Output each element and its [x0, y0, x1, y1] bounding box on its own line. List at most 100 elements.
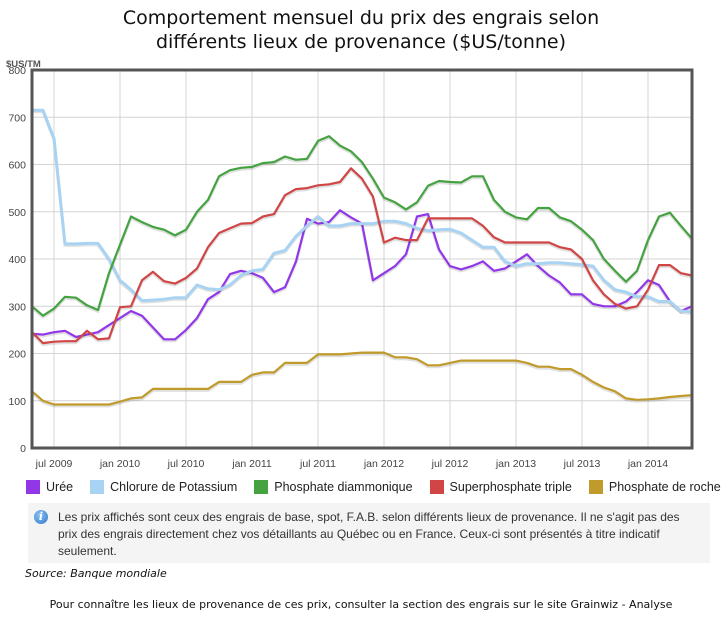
data-point[interactable] — [228, 272, 232, 276]
data-point[interactable] — [668, 395, 672, 399]
legend-item-uree[interactable]: Urée — [26, 480, 73, 494]
data-point[interactable] — [305, 186, 309, 190]
data-point[interactable] — [52, 403, 56, 407]
data-point[interactable] — [316, 352, 320, 356]
data-point[interactable] — [118, 278, 122, 282]
data-point[interactable] — [327, 134, 331, 138]
data-point[interactable] — [305, 157, 309, 161]
data-point[interactable] — [591, 278, 595, 282]
data-point[interactable] — [140, 299, 144, 303]
data-point[interactable] — [294, 361, 298, 365]
data-point[interactable] — [602, 257, 606, 261]
data-point[interactable] — [272, 212, 276, 216]
data-point[interactable] — [393, 264, 397, 268]
data-point[interactable] — [470, 359, 474, 363]
data-point[interactable] — [668, 211, 672, 215]
data-point[interactable] — [239, 222, 243, 226]
data-point[interactable] — [129, 215, 133, 219]
data-point[interactable] — [228, 283, 232, 287]
data-point[interactable] — [536, 206, 540, 210]
data-point[interactable] — [327, 352, 331, 356]
data-point[interactable] — [635, 398, 639, 402]
data-point[interactable] — [602, 278, 606, 282]
data-point[interactable] — [206, 198, 210, 202]
data-point[interactable] — [74, 242, 78, 246]
data-point[interactable] — [162, 279, 166, 283]
data-point[interactable] — [184, 228, 188, 232]
data-point[interactable] — [536, 365, 540, 369]
data-point[interactable] — [272, 370, 276, 374]
data-point[interactable] — [173, 337, 177, 341]
data-point[interactable] — [360, 160, 364, 164]
data-point[interactable] — [646, 238, 650, 242]
data-point[interactable] — [118, 400, 122, 404]
data-point[interactable] — [382, 241, 386, 245]
data-point[interactable] — [492, 235, 496, 239]
data-point[interactable] — [481, 259, 485, 263]
data-point[interactable] — [514, 241, 518, 245]
data-point[interactable] — [41, 399, 45, 403]
data-point[interactable] — [217, 231, 221, 235]
data-point[interactable] — [250, 373, 254, 377]
data-point[interactable] — [184, 296, 188, 300]
data-point[interactable] — [162, 297, 166, 301]
data-point[interactable] — [602, 386, 606, 390]
data-point[interactable] — [206, 387, 210, 391]
data-point[interactable] — [349, 215, 353, 219]
data-point[interactable] — [558, 367, 562, 371]
data-point[interactable] — [382, 196, 386, 200]
data-point[interactable] — [448, 361, 452, 365]
data-point[interactable] — [305, 224, 309, 228]
data-point[interactable] — [657, 215, 661, 219]
data-point[interactable] — [360, 351, 364, 355]
data-point[interactable] — [283, 361, 287, 365]
data-point[interactable] — [206, 245, 210, 249]
data-point[interactable] — [173, 282, 177, 286]
data-point[interactable] — [206, 287, 210, 291]
data-point[interactable] — [448, 180, 452, 184]
data-point[interactable] — [580, 257, 584, 261]
series-line[interactable] — [32, 108, 693, 314]
data-point[interactable] — [393, 355, 397, 359]
data-point[interactable] — [558, 261, 562, 265]
data-point[interactable] — [294, 234, 298, 238]
data-point[interactable] — [371, 351, 375, 355]
data-point[interactable] — [261, 370, 265, 374]
data-point[interactable] — [162, 337, 166, 341]
data-point[interactable] — [481, 174, 485, 178]
data-point[interactable] — [349, 222, 353, 226]
data-point[interactable] — [635, 290, 639, 294]
data-point[interactable] — [415, 215, 419, 219]
data-point[interactable] — [503, 210, 507, 214]
data-point[interactable] — [459, 181, 463, 185]
data-point[interactable] — [173, 387, 177, 391]
data-point[interactable] — [272, 290, 276, 294]
data-point[interactable] — [129, 309, 133, 313]
legend-item-phosphate-de-roche[interactable]: Phosphate de roche — [588, 480, 721, 494]
data-point[interactable] — [514, 215, 518, 219]
data-point[interactable] — [580, 292, 584, 296]
data-point[interactable] — [129, 396, 133, 400]
data-point[interactable] — [426, 184, 430, 188]
data-point[interactable] — [140, 395, 144, 399]
data-point[interactable] — [129, 304, 133, 308]
data-point[interactable] — [338, 208, 342, 212]
data-point[interactable] — [250, 221, 254, 225]
data-point[interactable] — [349, 149, 353, 153]
data-point[interactable] — [250, 165, 254, 169]
data-point[interactable] — [382, 271, 386, 275]
data-point[interactable] — [547, 261, 551, 265]
data-point[interactable] — [492, 359, 496, 363]
data-point[interactable] — [481, 245, 485, 249]
footer-text[interactable]: Pour connaître les lieux de provenance d… — [49, 598, 673, 611]
data-point[interactable] — [558, 215, 562, 219]
data-point[interactable] — [492, 198, 496, 202]
data-point[interactable] — [624, 280, 628, 284]
data-point[interactable] — [283, 249, 287, 253]
data-point[interactable] — [459, 359, 463, 363]
data-point[interactable] — [591, 238, 595, 242]
data-point[interactable] — [580, 228, 584, 232]
data-point[interactable] — [569, 367, 573, 371]
data-point[interactable] — [404, 252, 408, 256]
data-point[interactable] — [547, 241, 551, 245]
